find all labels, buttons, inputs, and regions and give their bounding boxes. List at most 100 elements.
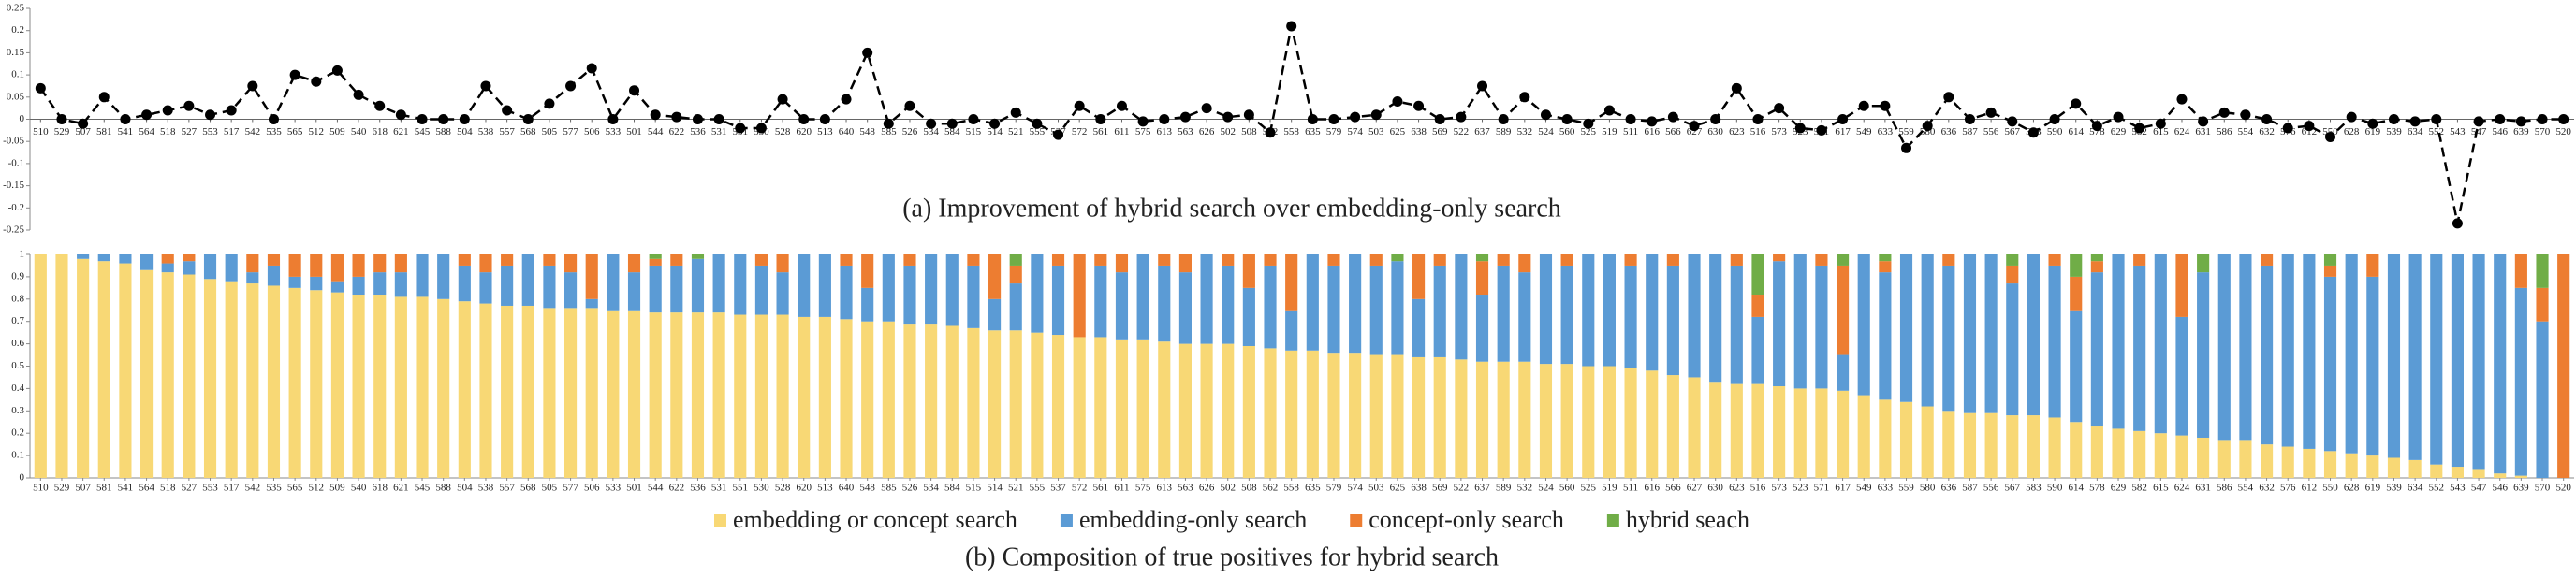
x-tick-label: 639: [2513, 126, 2529, 137]
data-point: [2027, 127, 2039, 138]
bar-segment: [649, 265, 662, 313]
bar-segment: [2345, 453, 2358, 478]
legend-swatch: [714, 514, 726, 527]
x-tick-label: 513: [817, 126, 833, 137]
x-tick-label: 626: [1199, 126, 1215, 137]
bar-segment: [1222, 254, 1235, 266]
x-tick-label: 626: [1199, 483, 1215, 494]
bar-segment: [2514, 287, 2527, 476]
x-tick-label: 520: [2555, 126, 2571, 137]
x-tick-label: 504: [457, 483, 473, 494]
bar-segment: [2090, 261, 2103, 273]
bar-segment: [1666, 375, 1679, 478]
x-tick-label: 616: [1644, 483, 1660, 494]
bar-segment: [1837, 354, 1850, 391]
x-tick-label: 505: [542, 126, 558, 137]
bar-segment: [2027, 254, 2040, 416]
bar-segment: [1115, 254, 1129, 273]
bar-segment: [1009, 330, 1022, 478]
data-point: [1540, 109, 1551, 121]
bar-segment: [1412, 254, 1426, 299]
data-point: [1858, 100, 1869, 111]
bar-segment: [2154, 254, 2167, 434]
x-tick-label: 525: [1581, 483, 1597, 494]
bar-segment: [2366, 455, 2379, 478]
bar-segment: [1412, 298, 1426, 357]
x-tick-label: 527: [182, 126, 198, 137]
x-tick-label: 563: [1178, 126, 1193, 137]
bar-segment: [1222, 343, 1235, 478]
x-tick-label: 503: [1368, 126, 1384, 137]
x-tick-label: 573: [1771, 483, 1787, 494]
y-tick-label: -0.05: [3, 136, 24, 147]
x-tick-label: 547: [2471, 483, 2487, 494]
bar-segment: [2281, 254, 2294, 447]
x-tick-label: 556: [1983, 483, 1999, 494]
data-point: [480, 80, 491, 92]
data-point: [989, 118, 1001, 129]
data-point: [2346, 111, 2357, 123]
x-tick-label: 639: [2513, 483, 2529, 494]
data-point: [819, 114, 830, 124]
y-tick-label: 0.25: [7, 3, 25, 14]
data-point: [1731, 82, 1742, 94]
x-tick-label: 632: [2259, 126, 2275, 137]
bar-segment: [670, 254, 683, 266]
bar-segment: [203, 254, 217, 280]
bar-segment: [1837, 265, 1850, 355]
bar-segment: [1031, 254, 1044, 333]
bar-segment: [330, 254, 344, 282]
bar-segment: [1539, 364, 1553, 478]
data-point: [1074, 100, 1085, 111]
bar-segment: [543, 254, 556, 266]
bar-segment: [2408, 459, 2422, 478]
bar-segment: [649, 312, 662, 478]
x-tick-label: 613: [1157, 483, 1173, 494]
x-tick-label: 553: [202, 483, 218, 494]
bar-segment: [352, 276, 365, 296]
bar-segment: [2133, 430, 2146, 478]
bar-segment: [1369, 254, 1383, 266]
x-tick-label: 632: [2259, 483, 2275, 494]
bar-segment: [1837, 254, 1850, 266]
bar-segment: [564, 308, 578, 478]
bar-segment: [1984, 254, 1998, 413]
bar-segment: [1306, 254, 1319, 351]
bar-segment: [691, 258, 705, 313]
x-tick-label: 612: [2302, 483, 2318, 494]
x-tick-label: 585: [881, 483, 897, 494]
y-tick-label: 1: [20, 249, 25, 260]
x-tick-label: 531: [711, 126, 727, 137]
bar-segment: [2323, 451, 2337, 478]
bar-segment: [2494, 254, 2507, 474]
bar-segment: [543, 265, 556, 309]
bar-segment: [373, 272, 387, 296]
bar-segment: [627, 254, 641, 273]
legend-label: embedding-only search: [1079, 506, 1307, 533]
y-tick-label: -0.25: [3, 224, 24, 236]
bar-segment: [1455, 254, 1468, 360]
y-tick-label: 0.5: [11, 360, 24, 371]
x-tick-label: 572: [1072, 126, 1088, 137]
data-point: [904, 100, 915, 111]
bar-segment: [1178, 343, 1192, 478]
x-tick-label: 569: [1432, 483, 1448, 494]
bar-segment: [1879, 261, 1892, 273]
data-point: [1901, 142, 1912, 153]
bar-segment: [712, 312, 725, 478]
x-tick-label: 538: [478, 483, 494, 494]
x-tick-label: 558: [1283, 483, 1299, 494]
bar-segment: [1497, 265, 1510, 362]
x-tick-label: 526: [902, 126, 918, 137]
bar-segment: [1518, 361, 1531, 478]
bar-segment: [183, 274, 196, 478]
bar-segment: [288, 287, 301, 478]
bar-segment: [1349, 353, 1362, 478]
x-tick-label: 588: [435, 483, 451, 494]
bar-segment: [1582, 254, 1595, 367]
bar-segment: [1624, 368, 1637, 478]
data-point: [544, 98, 555, 109]
legend: embedding or concept search embedding-onl…: [714, 506, 1749, 533]
x-tick-label: 628: [2344, 126, 2360, 137]
x-tick-label: 567: [2005, 126, 2021, 137]
